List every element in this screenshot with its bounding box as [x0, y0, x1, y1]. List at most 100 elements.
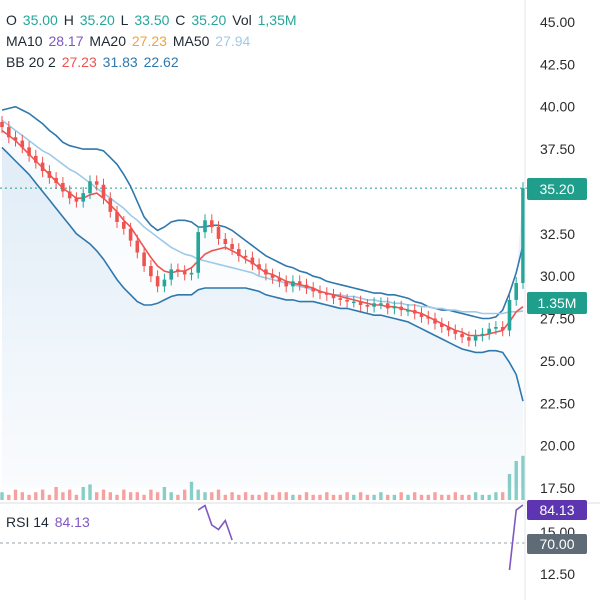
volume-bar	[68, 489, 72, 500]
volume-bar	[487, 494, 491, 500]
candle-body	[291, 281, 295, 287]
volume-bar	[47, 494, 52, 500]
candle-body	[514, 283, 518, 300]
volume-bar	[270, 494, 275, 500]
volume-value: 1,35M	[257, 12, 297, 28]
candle-body	[446, 327, 451, 331]
candle-body	[115, 211, 119, 222]
candle-body	[237, 249, 241, 256]
price-area	[2, 127, 523, 488]
volume-bar	[183, 489, 187, 500]
volume-bar	[40, 489, 45, 500]
price-tick-label: 27.50	[540, 311, 575, 327]
volume-bar	[95, 492, 99, 500]
candle-body	[128, 228, 133, 241]
price-tick-label: 17.50	[540, 480, 575, 496]
rsi-label: RSI 14	[6, 514, 49, 530]
candle-body	[379, 303, 383, 305]
rsi-value-tag-text: 84.13	[539, 502, 574, 518]
candle-body	[122, 222, 126, 229]
volume-bar	[446, 494, 451, 500]
volume-bar	[399, 492, 403, 500]
candle-body	[47, 171, 52, 178]
volume-bar	[13, 489, 18, 500]
volume-bar	[135, 492, 139, 500]
rsi-tick-label: 12.50	[540, 566, 575, 582]
volume-bar	[521, 455, 525, 500]
volume-bar	[74, 494, 79, 500]
price-tick-label: 32.50	[540, 226, 575, 242]
candle-body	[311, 288, 315, 292]
candle-body	[216, 227, 221, 239]
volume-bar	[155, 492, 160, 500]
volume-bar	[88, 484, 92, 500]
price-tick-label: 37.50	[540, 141, 575, 157]
candle-body	[304, 284, 309, 289]
volume-bar	[379, 492, 383, 500]
volume-bar	[122, 489, 126, 500]
volume-bar	[392, 494, 397, 500]
last-price-tag	[527, 178, 587, 200]
price-axis: 45.0042.5040.0037.5035.0032.5030.0027.50…	[524, 0, 575, 600]
bb-label: BB 20 2	[6, 54, 56, 70]
ma20-label: MA20	[89, 33, 126, 49]
candle-body	[230, 244, 234, 250]
candle-body	[473, 335, 478, 341]
rsi-legend: RSI 14 84.13	[6, 513, 92, 531]
volume-bar	[473, 492, 478, 500]
volume-bar	[467, 494, 471, 500]
volume-label: Vol	[232, 12, 252, 28]
volume-bar	[108, 492, 112, 500]
candle-body	[352, 301, 356, 304]
candle-body	[203, 220, 207, 233]
candle-body	[480, 333, 485, 336]
candle-body	[494, 327, 498, 329]
candle-body	[67, 191, 72, 199]
volume-bar	[0, 492, 4, 500]
candle-body	[412, 310, 417, 314]
ma-legend: MA10 28.17 MA20 27.23 MA50 27.94	[6, 32, 252, 50]
volume-bar	[61, 492, 65, 500]
volume-bar	[128, 492, 133, 500]
candle-body	[385, 303, 390, 309]
candle-body	[74, 198, 79, 202]
volume-bar	[81, 487, 85, 500]
candle-body	[0, 122, 4, 128]
candle-body	[88, 181, 92, 194]
rsi-line	[197, 504, 524, 571]
candle-body	[318, 291, 322, 294]
candle-body	[27, 147, 31, 156]
volume-bar	[7, 494, 11, 500]
candle-body	[297, 281, 302, 285]
open-value: 35.00	[22, 12, 58, 28]
high-value: 35.20	[79, 12, 115, 28]
candle-body	[264, 269, 268, 275]
candle-body	[34, 155, 38, 163]
ma50-label: MA50	[172, 33, 210, 49]
ma50-value: 27.94	[215, 33, 251, 49]
candle-body	[453, 330, 458, 334]
candle-body	[101, 184, 106, 199]
volume-bar	[426, 494, 430, 500]
price-tick-label: 30.00	[540, 268, 575, 284]
volume-bars	[0, 455, 525, 500]
volume-bar	[169, 492, 173, 500]
candle-body	[61, 183, 65, 192]
ma20-value: 27.23	[131, 33, 167, 49]
candle-body	[149, 266, 153, 277]
candle-body	[210, 220, 214, 228]
candle-body	[270, 274, 275, 278]
volume-bar	[27, 494, 31, 500]
volume-bar	[365, 494, 370, 500]
candle-body	[54, 177, 58, 183]
candle-body	[243, 255, 248, 258]
volume-bar	[257, 494, 261, 500]
volume-bar	[304, 492, 309, 500]
candle-body	[392, 306, 397, 309]
candle-body	[426, 316, 431, 319]
high-label: H	[63, 12, 74, 28]
volume-bar	[372, 494, 376, 500]
volume-bar	[243, 492, 248, 500]
volume-bar	[507, 474, 512, 500]
